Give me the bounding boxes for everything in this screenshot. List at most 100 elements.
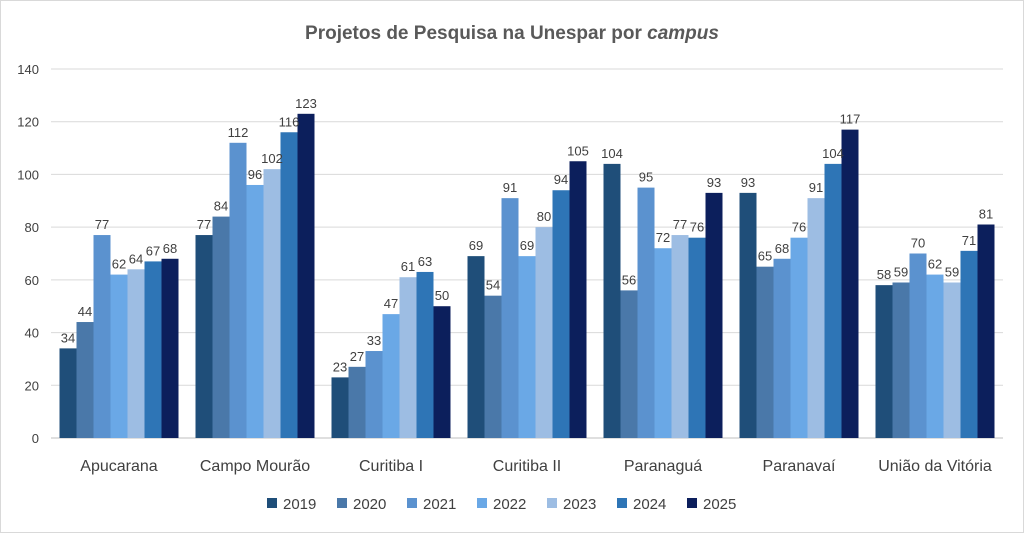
data-label: 123 — [295, 96, 317, 111]
data-label: 93 — [707, 175, 721, 190]
bar — [280, 132, 298, 438]
bar — [127, 269, 145, 438]
x-tick-label: Campo Mourão — [200, 458, 310, 475]
data-label: 72 — [656, 230, 670, 245]
data-label: 76 — [792, 220, 806, 235]
data-label: 77 — [197, 217, 211, 232]
data-label: 91 — [503, 180, 517, 195]
chart-title-main: Projetos de Pesquisa na Unespar por — [305, 23, 642, 44]
bar — [841, 129, 859, 438]
data-label: 70 — [911, 236, 925, 251]
data-label: 94 — [554, 172, 568, 187]
data-label: 63 — [418, 254, 432, 269]
data-label: 116 — [279, 114, 300, 129]
bar — [705, 192, 723, 438]
legend-swatch — [477, 498, 487, 508]
bar — [739, 192, 757, 438]
bar — [552, 190, 570, 438]
legend-swatch — [407, 498, 417, 508]
y-tick-label: 140 — [17, 62, 39, 77]
bar — [909, 253, 927, 438]
data-label: 61 — [401, 259, 415, 274]
data-label: 69 — [469, 238, 483, 253]
x-axis-ticks: Apucarana Campo Mourão Curitiba I Curitiba … — [80, 458, 992, 475]
legend-label: 2022 — [493, 496, 526, 513]
data-label: 62 — [112, 257, 126, 272]
bar — [960, 250, 978, 438]
data-label: 47 — [384, 296, 398, 311]
data-label: 104 — [822, 146, 844, 161]
bar — [229, 142, 247, 439]
bar — [416, 271, 434, 438]
y-tick-label: 60 — [25, 273, 39, 288]
y-axis-ticks: 0 20 40 60 80 100 120 140 — [17, 62, 39, 446]
data-label: 95 — [639, 170, 653, 185]
x-tick-label: União da Vitória — [878, 458, 992, 475]
data-label: 33 — [367, 333, 381, 348]
bar — [790, 237, 808, 438]
chart-title-emphasis: campus — [647, 23, 719, 44]
data-label: 27 — [350, 349, 364, 364]
bar — [144, 261, 162, 438]
data-label: 81 — [979, 207, 993, 222]
data-label: 71 — [962, 233, 976, 248]
legend-swatch — [547, 498, 557, 508]
bar — [93, 235, 111, 438]
data-label: 58 — [877, 267, 891, 282]
data-label: 23 — [333, 359, 347, 374]
data-label: 105 — [567, 143, 589, 158]
data-label: 80 — [537, 209, 551, 224]
data-label: 34 — [61, 330, 75, 345]
data-label: 76 — [690, 220, 704, 235]
legend: 2019 2020 2021 2022 2023 2024 2025 — [267, 496, 736, 513]
x-tick-label: Paranavaí — [763, 458, 836, 475]
legend-label: 2024 — [633, 496, 666, 513]
y-tick-label: 20 — [25, 378, 39, 393]
bar — [569, 161, 587, 438]
data-label: 59 — [945, 264, 959, 279]
bar — [212, 216, 230, 438]
data-label: 93 — [741, 175, 755, 190]
data-label: 68 — [775, 241, 789, 256]
bar — [399, 277, 417, 438]
bar — [688, 237, 706, 438]
data-label: 69 — [520, 238, 534, 253]
data-label: 56 — [622, 272, 636, 287]
bar — [365, 351, 383, 438]
legend-swatch — [687, 498, 697, 508]
bars — [59, 113, 995, 439]
x-tick-label: Curitiba II — [493, 458, 561, 475]
y-tick-label: 100 — [17, 167, 39, 182]
legend-swatch — [267, 498, 277, 508]
bar — [773, 258, 791, 438]
data-label: 84 — [214, 199, 228, 214]
data-label: 91 — [809, 180, 823, 195]
data-label: 77 — [673, 217, 687, 232]
data-label: 54 — [486, 278, 500, 293]
legend-label: 2020 — [353, 496, 386, 513]
data-label: 50 — [435, 288, 449, 303]
x-tick-label: Apucarana — [80, 458, 157, 475]
bar — [875, 285, 893, 438]
bar — [943, 282, 961, 438]
y-tick-label: 120 — [17, 115, 39, 130]
bar — [433, 306, 451, 438]
data-label: 112 — [228, 125, 249, 140]
data-label: 102 — [261, 151, 283, 166]
bar — [501, 198, 519, 438]
bar — [807, 198, 825, 438]
bar — [535, 227, 553, 438]
bar — [76, 322, 94, 438]
legend-swatch — [337, 498, 347, 508]
data-label: 104 — [601, 146, 623, 161]
y-tick-label: 80 — [25, 220, 39, 235]
bar — [824, 163, 842, 438]
chart-title: Projetos de Pesquisa na Unespar por camp… — [305, 23, 719, 44]
bar — [263, 169, 281, 438]
bar — [382, 314, 400, 438]
data-label: 96 — [248, 167, 262, 182]
bar — [620, 290, 638, 438]
bar — [892, 282, 910, 438]
x-tick-label: Curitiba I — [359, 458, 423, 475]
